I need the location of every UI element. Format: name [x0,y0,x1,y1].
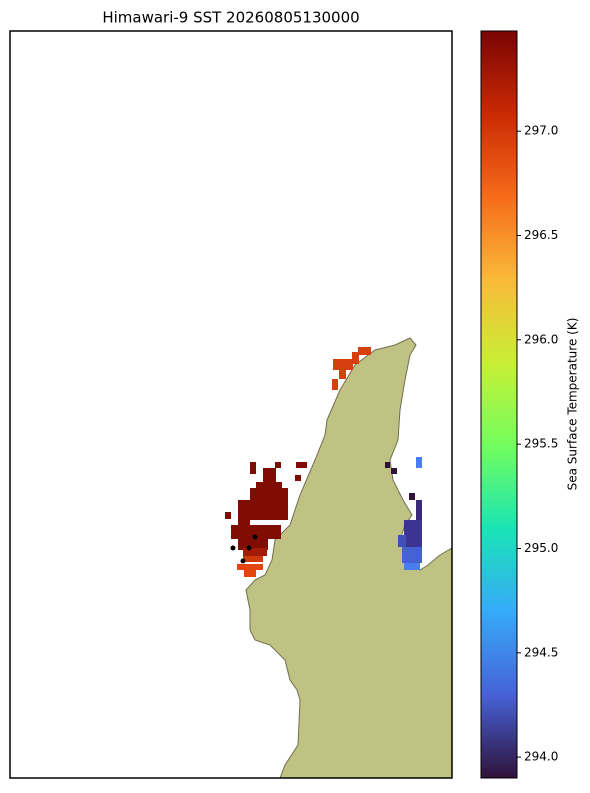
colorbar [480,30,518,779]
colorbar-tick-label: 294.5 [524,645,558,659]
colorbar-tick-label: 296.5 [524,228,558,242]
colorbar-tick-label: 296.0 [524,332,558,346]
markers [230,534,258,564]
colorbar-tick-label: 294.0 [524,750,558,764]
map [9,30,453,779]
sst-pixels-east [385,457,422,570]
colorbar-tick-label: 295.0 [524,541,558,555]
colorbar-label: Sea Surface Temperature (K) [566,318,580,491]
colorbar-tick-label: 297.0 [524,124,558,138]
sst-pixels-north [332,347,371,390]
chart-title: Himawari-9 SST 20260805130000 [102,9,359,27]
sst-pixels-west [225,462,307,577]
colorbar-tick-label: 295.5 [524,437,558,451]
map-frame [9,30,453,779]
